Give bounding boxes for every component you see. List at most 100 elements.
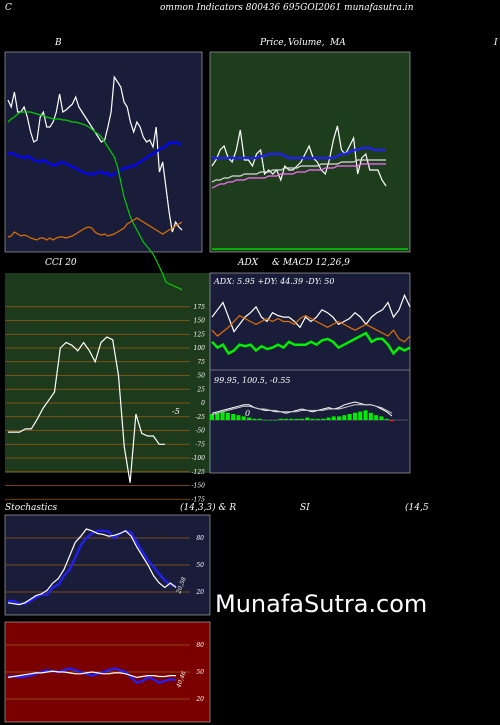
cci-tick-label: 50 [197,373,205,380]
bollinger-series-1 [7,140,182,178]
macd-bar [321,418,326,420]
macd-bar [374,415,379,420]
watermark: MunafaSutra.com [215,590,428,618]
price-series-0 [211,125,387,187]
macd-bar [352,412,357,420]
macd-bar [342,415,347,420]
stochastics-series-0 [8,529,177,605]
cci-tick-label: -125 [192,469,206,476]
macd-bar [384,418,389,420]
st-grid-tick: 80 [196,535,204,542]
macd-bar [300,418,304,420]
cci-tick-label: -25 [195,414,205,421]
macd-bar [315,418,320,420]
st-grid-tick: 50 [196,562,204,569]
cci-tick-label: 75 [197,359,205,366]
adx-series-2 [211,314,411,343]
page-title: ommon Indicators 800436 695GOI2061 munaf… [160,3,414,13]
rsi-grid-tick: 20 [195,696,204,703]
ma-title: MA [330,38,346,48]
macd-bar [236,415,241,420]
cci-tick-label: 125 [194,331,206,338]
macd-bar [247,417,252,420]
stochastics-series-1 [7,528,177,606]
bollinger-panel [5,52,202,252]
cci-tick-label: 25 [196,386,205,393]
macd-bar [347,414,352,420]
cci-tick-label: -150 [192,483,206,490]
rsi-series-1 [7,670,176,679]
macd-line-0 [211,401,393,417]
rsi-grid-tick: 80 [196,642,204,649]
rsi-title: SI [300,503,310,513]
macd-bar [337,416,342,420]
adx-series-0 [211,331,411,356]
stoch-title: Stochastics [5,503,58,513]
price-border [209,51,411,253]
macd-bar [368,412,373,420]
price-series-3 [211,159,386,183]
price-title: Price, [260,38,287,48]
adx-panel [210,273,410,473]
bollinger-title: B [55,38,62,48]
adx-border [209,272,411,474]
macd-bar [215,412,220,420]
rsi-grid-tick: 50 [196,669,204,676]
rsi-series-0 [8,667,177,685]
macd-bar [273,420,278,421]
macd-bar [220,411,225,420]
side-label: I [494,38,498,48]
macd-bar [289,418,294,420]
macd-bar [379,416,384,420]
bollinger-border [4,51,203,253]
macd-bar [363,410,368,420]
macd-bar [390,420,394,422]
macd-bar [257,418,262,420]
macd-bar [294,418,299,420]
price-series-1 [212,146,386,160]
macd-title: & MACD 12,26,9 [272,258,350,268]
macd-bar [241,416,246,420]
bollinger-series-3 [7,217,183,241]
cci-title: CCI 20 [45,258,77,268]
macd-values: 99.95, 100.5, -0.55 [214,376,291,385]
macd-bar [225,412,230,420]
macd-bar [210,414,214,420]
cci-series-0 [8,336,165,483]
bollinger-series-2 [7,111,183,291]
macd-bar [231,414,236,420]
cci-tick-label: 100 [194,345,206,352]
macd-bar [268,420,273,421]
macd-bar [305,417,310,420]
cci-last-label: -5 [172,407,180,416]
cci-tick-label: 175 [194,304,206,311]
rsi-params: (14,5 [405,503,429,513]
cci-tick-label: -100 [192,455,206,462]
adx-series-1 [211,293,411,333]
price-panel [210,52,410,252]
macd-bar [310,418,315,420]
macd-bar [252,418,257,420]
macd-bar [262,420,267,421]
macd-bar [278,418,283,420]
stoch-params: (14,3,3) & R [180,503,237,513]
cci-tick-label: -175 [192,496,206,503]
cci-tick-label: 0 [201,400,205,407]
price-series-2 [211,163,386,189]
cci-tick-label: -50 [195,428,205,435]
macd-line-1 [211,404,393,416]
adx-values: ADX: 5.95 +DY: 44.39 -DY: 50 [213,277,334,286]
macd-bar [331,416,336,420]
macd-bar [284,418,289,420]
cci-tick-label: -75 [195,441,205,448]
macd-bar [326,417,331,420]
volume-title: Volume, [288,38,325,48]
macd-zero-label: 0 [245,409,250,418]
adx-title: ADX [238,258,259,268]
macd-bar [358,411,363,420]
header-prefix: C [5,3,12,13]
cci-panel [5,273,210,473]
st-grid-tick: 20 [195,589,204,596]
cci-tick-label: 150 [194,318,206,325]
